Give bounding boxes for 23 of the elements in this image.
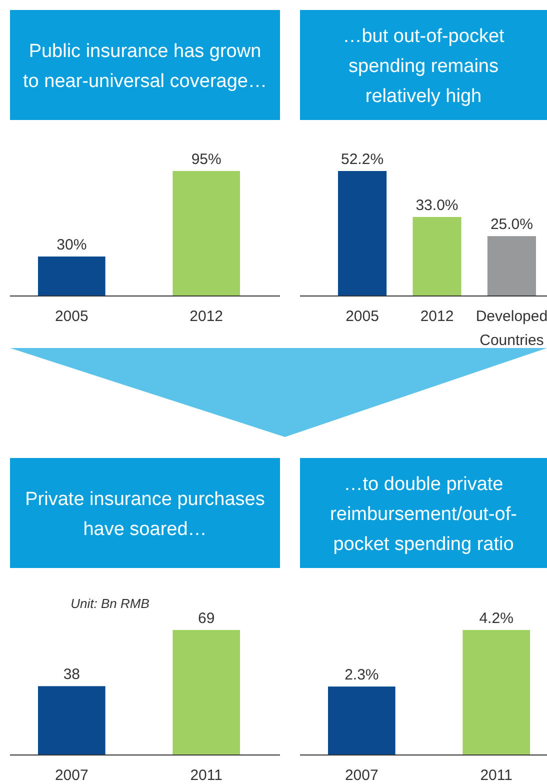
data-label: 33.0% xyxy=(416,196,458,214)
chart-title: Private insurance purchases have soared… xyxy=(25,489,265,540)
x-tick-label: 2011 xyxy=(190,767,222,784)
chart-title: Public insurance has grown to near-universal coverage… xyxy=(23,41,267,92)
data-label: 95% xyxy=(191,151,222,168)
data-label: 52.2% xyxy=(341,151,384,168)
data-label: 69 xyxy=(198,610,215,627)
chart-title: …to double private reimbursement/out-of-pocket spending ratio xyxy=(330,474,517,555)
data-label: 30% xyxy=(56,236,87,254)
x-tick-label: 2005 xyxy=(54,308,88,325)
x-tick-label: 2007 xyxy=(54,767,88,784)
x-tick-label: 2007 xyxy=(344,767,378,784)
x-tick-label: 2011 xyxy=(480,767,512,784)
chart-title: …but out-of-pocket spending remains relatively high xyxy=(342,26,506,107)
data-label: 25.0% xyxy=(490,216,533,234)
data-label: 38 xyxy=(63,666,80,684)
data-label: 2.3% xyxy=(344,666,379,684)
chart-subtitle: Unit: Bn RMB xyxy=(70,596,150,611)
x-tick-label: 2012 xyxy=(190,308,224,325)
x-tick-label: 2005 xyxy=(346,308,379,325)
x-tick-label: 2012 xyxy=(420,308,454,325)
x-tick-label: Developed Countries xyxy=(476,308,547,349)
data-label: 4.2% xyxy=(479,610,514,627)
